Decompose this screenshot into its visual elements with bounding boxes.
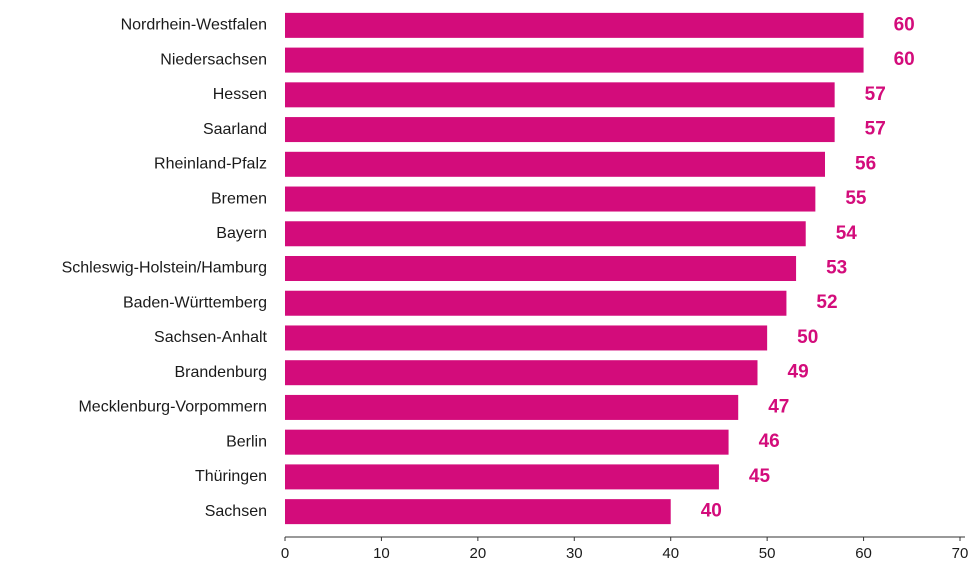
value-label: 46 bbox=[759, 431, 780, 452]
bar bbox=[285, 186, 816, 212]
y-tick-label: Rheinland-Pfalz bbox=[154, 156, 267, 173]
y-tick-label: Sachsen bbox=[205, 503, 267, 520]
x-tick-label: 0 bbox=[281, 545, 289, 562]
y-tick-label: Berlin bbox=[226, 433, 267, 450]
bar bbox=[285, 290, 787, 316]
value-label: 45 bbox=[749, 466, 771, 487]
bar bbox=[285, 325, 768, 351]
bar bbox=[285, 47, 864, 73]
y-tick-label: Saarland bbox=[203, 121, 267, 138]
y-tick-label: Bremen bbox=[211, 190, 267, 207]
bar bbox=[285, 256, 797, 281]
bar bbox=[285, 151, 825, 177]
bar bbox=[285, 117, 835, 143]
x-tick-label: 40 bbox=[662, 545, 679, 562]
y-tick-label: Bayern bbox=[216, 225, 267, 242]
value-label: 50 bbox=[797, 327, 818, 348]
y-tick-label: Schleswig-Holstein/Hamburg bbox=[62, 260, 267, 277]
value-label: 53 bbox=[826, 258, 847, 279]
value-label: 57 bbox=[865, 119, 886, 140]
value-label: 55 bbox=[845, 188, 867, 209]
x-tick-label: 60 bbox=[855, 545, 872, 562]
bar bbox=[285, 82, 835, 108]
value-label: 47 bbox=[768, 396, 789, 417]
bar bbox=[285, 464, 719, 490]
x-tick-label: 20 bbox=[470, 545, 487, 562]
value-label: 40 bbox=[701, 501, 722, 522]
y-tick-label: Thüringen bbox=[195, 468, 267, 485]
bar bbox=[285, 394, 739, 420]
y-tick-label: Nordrhein-Westfalen bbox=[121, 17, 267, 34]
bar bbox=[285, 429, 729, 455]
x-tick-label: 50 bbox=[759, 545, 776, 562]
value-label: 52 bbox=[816, 292, 837, 313]
value-label: 56 bbox=[855, 153, 876, 174]
bar bbox=[285, 499, 671, 525]
value-label: 54 bbox=[836, 223, 858, 244]
x-tick-label: 30 bbox=[566, 545, 583, 562]
value-label: 60 bbox=[894, 14, 915, 35]
value-label: 49 bbox=[788, 362, 809, 383]
y-tick-label: Niedersachsen bbox=[160, 51, 267, 68]
x-tick-label: 70 bbox=[952, 545, 969, 562]
y-tick-label: Hessen bbox=[213, 86, 267, 103]
y-tick-label: Mecklenburg-Vorpommern bbox=[78, 399, 267, 416]
y-tick-label: Baden-Württemberg bbox=[123, 294, 267, 311]
bar bbox=[285, 360, 758, 386]
x-tick-label: 10 bbox=[373, 545, 390, 562]
value-label: 60 bbox=[894, 49, 915, 70]
y-tick-label: Brandenburg bbox=[174, 364, 267, 381]
bar bbox=[285, 12, 864, 38]
bar bbox=[285, 221, 806, 247]
y-tick-label: Sachsen-Anhalt bbox=[154, 329, 268, 346]
value-label: 57 bbox=[865, 84, 886, 105]
